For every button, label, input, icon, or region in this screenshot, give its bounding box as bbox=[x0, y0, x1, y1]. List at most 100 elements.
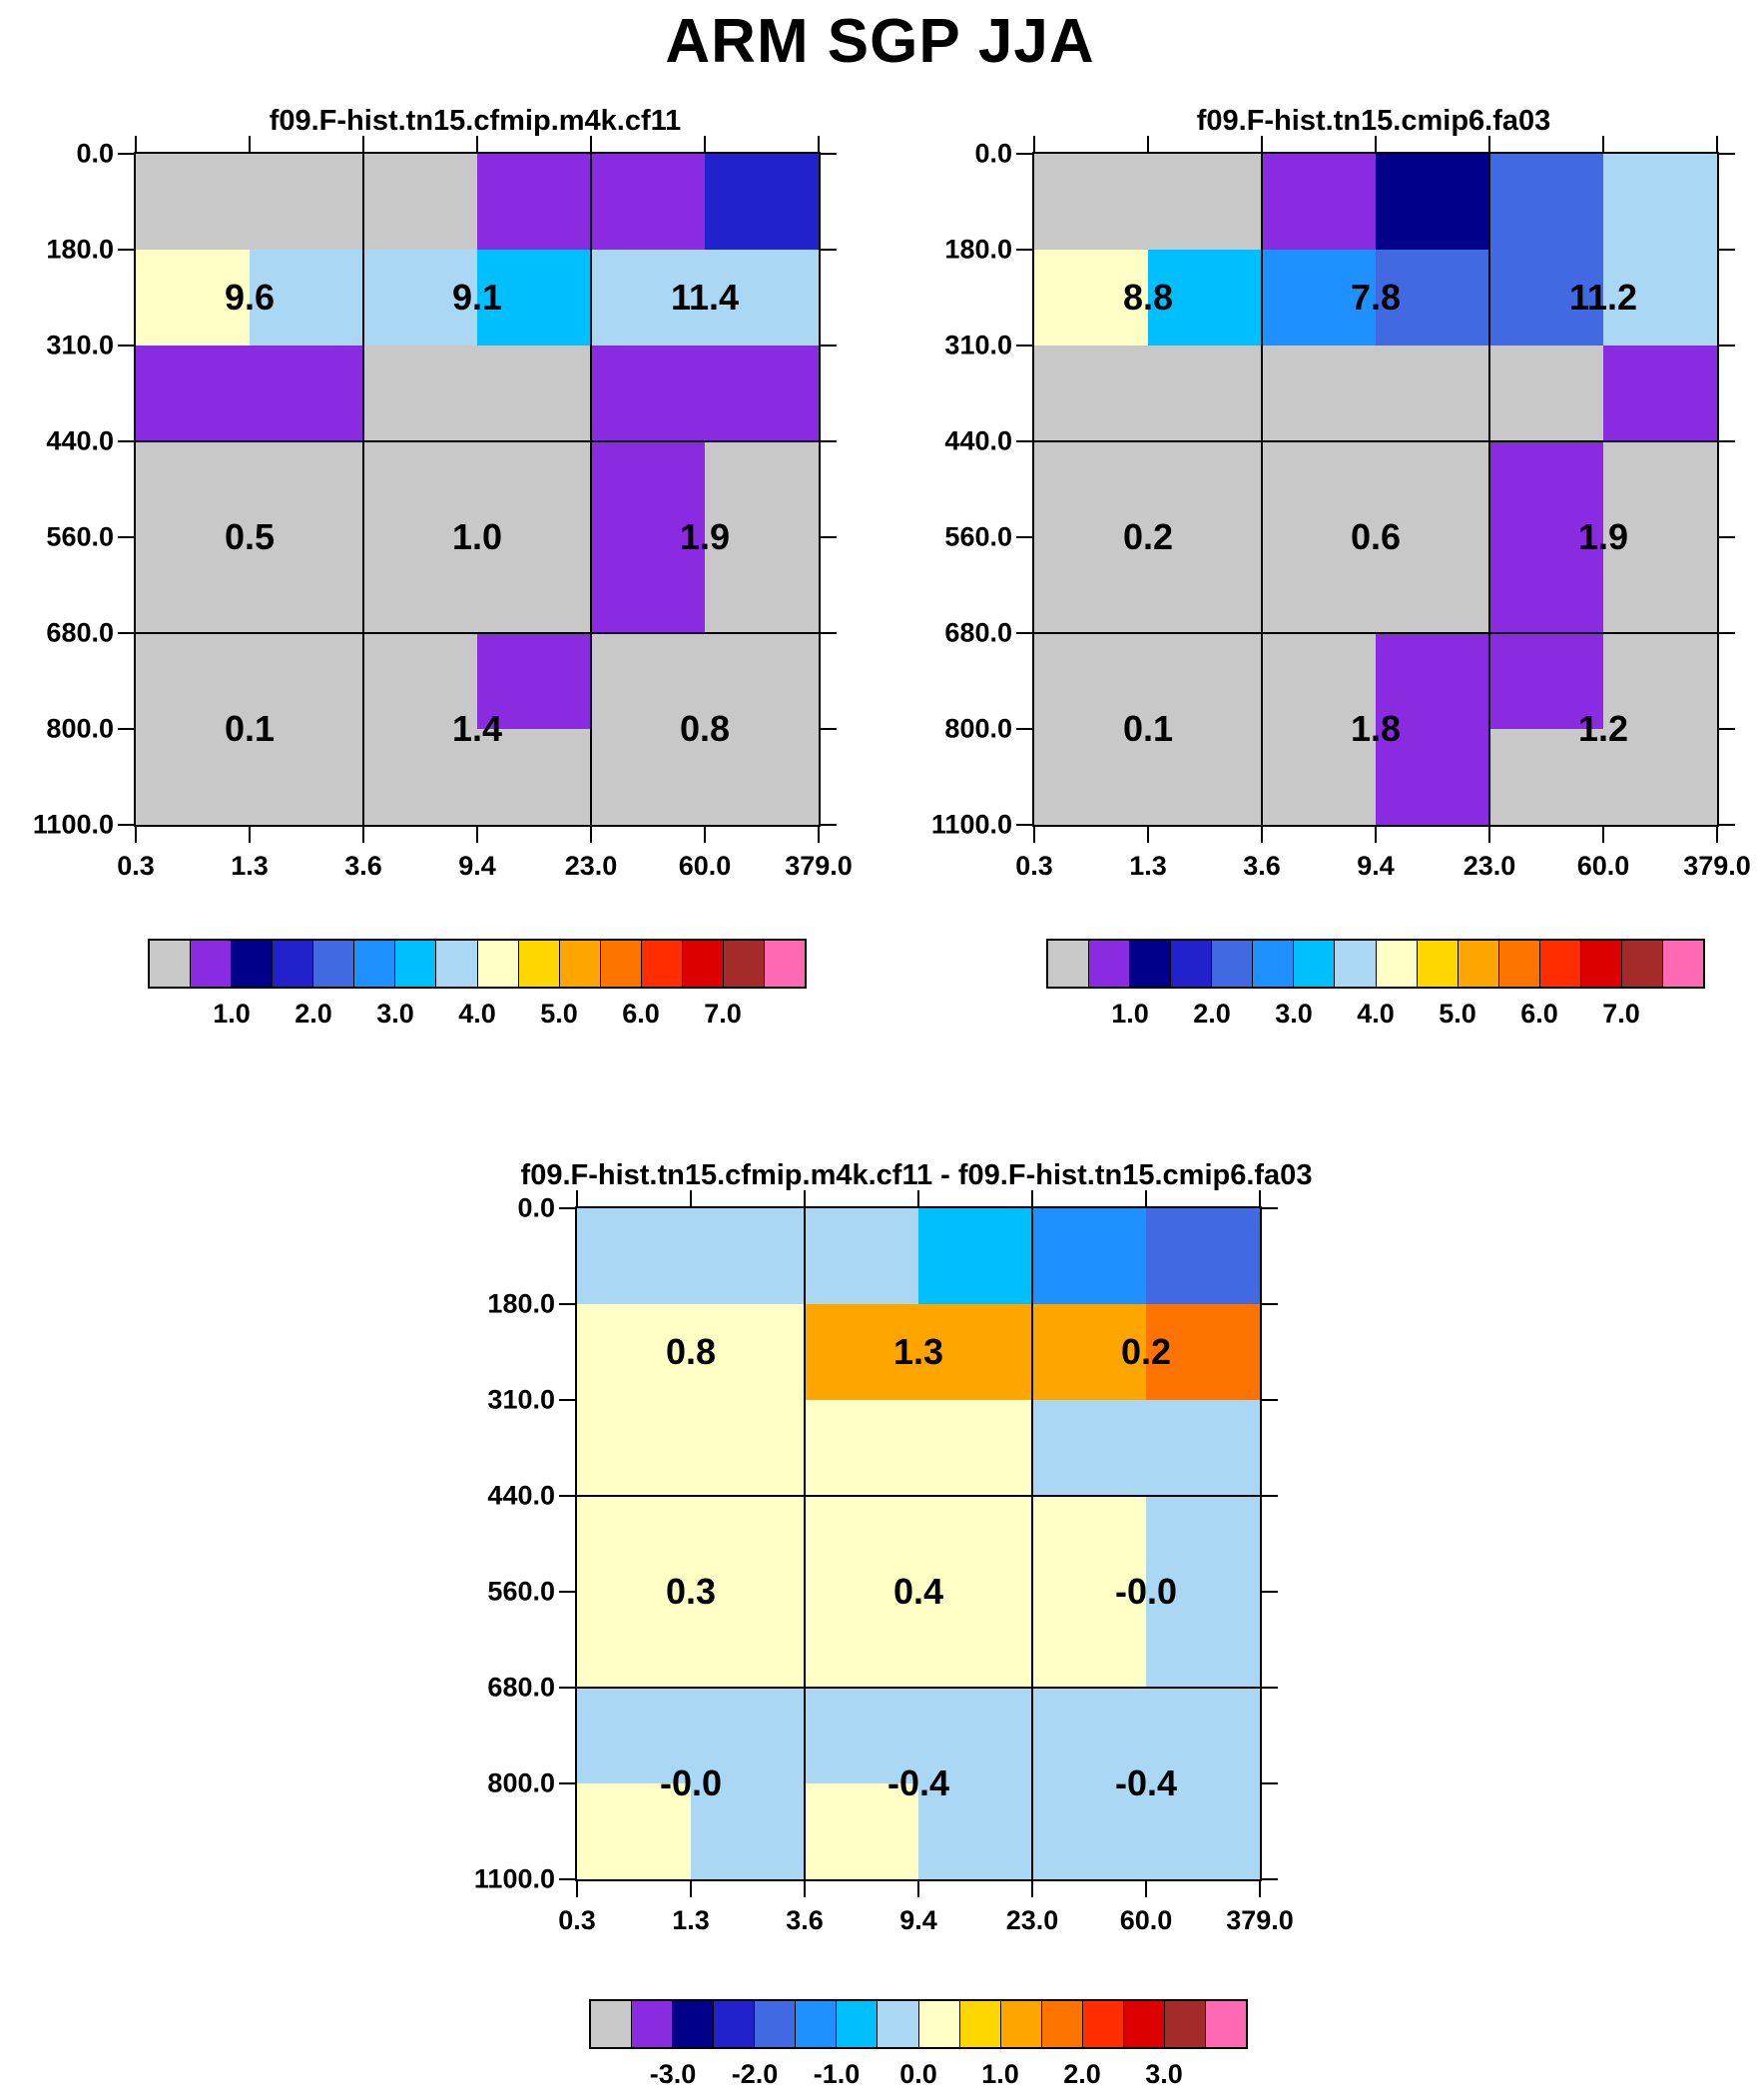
colorbar-cell bbox=[672, 2001, 714, 2047]
heatmap-cell bbox=[918, 1496, 1032, 1592]
heatmap-cell bbox=[1146, 1688, 1260, 1783]
heatmap-cell bbox=[477, 154, 591, 250]
colorbar-tick-label: 2.0 bbox=[1193, 999, 1231, 1029]
heatmap-cell bbox=[1034, 441, 1148, 537]
y-tick-mark-left bbox=[118, 249, 134, 251]
colorbar-tick-label: 3.0 bbox=[1275, 999, 1313, 1029]
y-tick-mark-right bbox=[1719, 536, 1735, 538]
coarse-grid-line-vertical bbox=[362, 154, 364, 825]
heatmap-cell bbox=[1262, 346, 1376, 441]
heatmap-cell bbox=[1489, 346, 1603, 441]
heatmap-cell bbox=[1489, 537, 1603, 633]
y-tick-mark-right bbox=[821, 824, 837, 826]
colorbar-cell bbox=[1334, 941, 1376, 987]
y-tick-label: 560.0 bbox=[46, 521, 114, 552]
heatmap-cell bbox=[918, 1304, 1032, 1400]
heatmap-cell bbox=[1148, 250, 1262, 346]
heatmap-cell bbox=[918, 1592, 1032, 1688]
coarse-grid-line-horizontal bbox=[577, 1687, 1260, 1689]
heatmap-cell bbox=[250, 250, 363, 346]
coarse-grid-line-horizontal bbox=[577, 1495, 1260, 1497]
x-tick-label: 0.3 bbox=[117, 851, 155, 881]
y-tick-mark-left bbox=[559, 1303, 575, 1305]
y-tick-mark-right bbox=[1262, 1878, 1278, 1880]
colorbar-cell bbox=[272, 941, 313, 987]
y-tick-mark-left bbox=[1016, 345, 1032, 347]
heatmap-cell bbox=[805, 1400, 918, 1496]
colorbar-cell bbox=[231, 941, 273, 987]
colorbar-cell bbox=[558, 941, 600, 987]
x-tick-label: 379.0 bbox=[785, 851, 853, 881]
y-tick-label: 0.0 bbox=[76, 138, 114, 169]
y-tick-mark-right bbox=[821, 728, 837, 730]
colorbar-cell bbox=[1129, 941, 1171, 987]
heatmap-cell bbox=[705, 537, 819, 633]
x-tick-label: 60.0 bbox=[678, 851, 732, 881]
y-tick-mark-right bbox=[821, 440, 837, 442]
colorbar-tick-label: 7.0 bbox=[704, 999, 742, 1029]
x-tick-mark-top bbox=[1145, 1190, 1147, 1206]
heatmap-cell bbox=[363, 346, 477, 441]
colorbar-cell bbox=[1081, 2001, 1123, 2047]
x-tick-mark-bottom bbox=[1031, 1881, 1033, 1897]
y-tick-label: 440.0 bbox=[944, 425, 1012, 456]
x-tick-mark-top bbox=[1033, 136, 1035, 152]
x-tick-mark-top bbox=[1716, 136, 1718, 152]
colorbar-tick-label: 2.0 bbox=[294, 999, 332, 1029]
heatmap-cell bbox=[805, 1496, 918, 1592]
heatmap-cell bbox=[1489, 250, 1603, 346]
colorbar-cell bbox=[1252, 941, 1294, 987]
heatmap-cell bbox=[805, 1208, 918, 1304]
heatmap-cell bbox=[363, 154, 477, 250]
x-tick-mark-bottom bbox=[1488, 827, 1490, 843]
heatmap-cell bbox=[1034, 729, 1148, 825]
heatmap-cell bbox=[591, 633, 705, 729]
block-value-label: 1.0 bbox=[451, 516, 503, 557]
colorbar-cell bbox=[312, 941, 354, 987]
heatmap-cell bbox=[363, 729, 477, 825]
y-tick-label: 310.0 bbox=[487, 1384, 555, 1415]
colorbar-cell bbox=[1122, 2001, 1164, 2047]
x-tick-mark-bottom bbox=[362, 827, 364, 843]
colorbar-cell bbox=[1211, 941, 1253, 987]
block-value-label: 1.3 bbox=[892, 1331, 944, 1372]
heatmap-cell bbox=[363, 537, 477, 633]
heatmap-cell bbox=[591, 250, 705, 346]
heatmap-cell bbox=[136, 154, 250, 250]
x-tick-label: 23.0 bbox=[564, 851, 618, 881]
x-tick-mark-bottom bbox=[1147, 827, 1149, 843]
heatmap-cell bbox=[1262, 537, 1376, 633]
y-tick-mark-left bbox=[118, 440, 134, 442]
heatmap-cell bbox=[705, 346, 819, 441]
heatmap-cell bbox=[250, 154, 363, 250]
y-tick-label: 800.0 bbox=[944, 713, 1012, 744]
heatmap-cell bbox=[705, 154, 819, 250]
colorbar-cell bbox=[1048, 941, 1089, 987]
colorbar-cell bbox=[1204, 2001, 1246, 2047]
heatmap-cell bbox=[1146, 1592, 1260, 1688]
colorbar-cell bbox=[353, 941, 395, 987]
block-value-label: 1.9 bbox=[1577, 516, 1629, 557]
coarse-grid-line-horizontal bbox=[136, 440, 819, 442]
y-tick-label: 180.0 bbox=[46, 234, 114, 265]
heatmap-cell bbox=[1376, 346, 1489, 441]
colorbar-cell bbox=[763, 941, 805, 987]
block-value-label: 9.6 bbox=[224, 277, 276, 318]
colorbar-cell bbox=[190, 941, 232, 987]
x-tick-label: 9.4 bbox=[1357, 851, 1395, 881]
colorbar-tick-label: 1.0 bbox=[213, 999, 251, 1029]
heatmap-cell bbox=[691, 1304, 805, 1400]
heatmap-cell bbox=[136, 250, 250, 346]
heatmap-cell bbox=[591, 537, 705, 633]
block-value-label: 11.2 bbox=[1568, 277, 1638, 318]
colorbar-tick-label: 0.0 bbox=[899, 2059, 937, 2089]
block-value-label: 7.8 bbox=[1350, 277, 1402, 318]
heatmap-cell bbox=[577, 1400, 691, 1496]
colorbar-tick-label: 5.0 bbox=[1439, 999, 1476, 1029]
heatmap-cell bbox=[1032, 1304, 1146, 1400]
x-tick-label: 60.0 bbox=[1119, 1905, 1173, 1935]
heatmap-cell bbox=[577, 1208, 691, 1304]
colorbar-cell bbox=[1040, 2001, 1082, 2047]
heatmap-cell bbox=[363, 633, 477, 729]
